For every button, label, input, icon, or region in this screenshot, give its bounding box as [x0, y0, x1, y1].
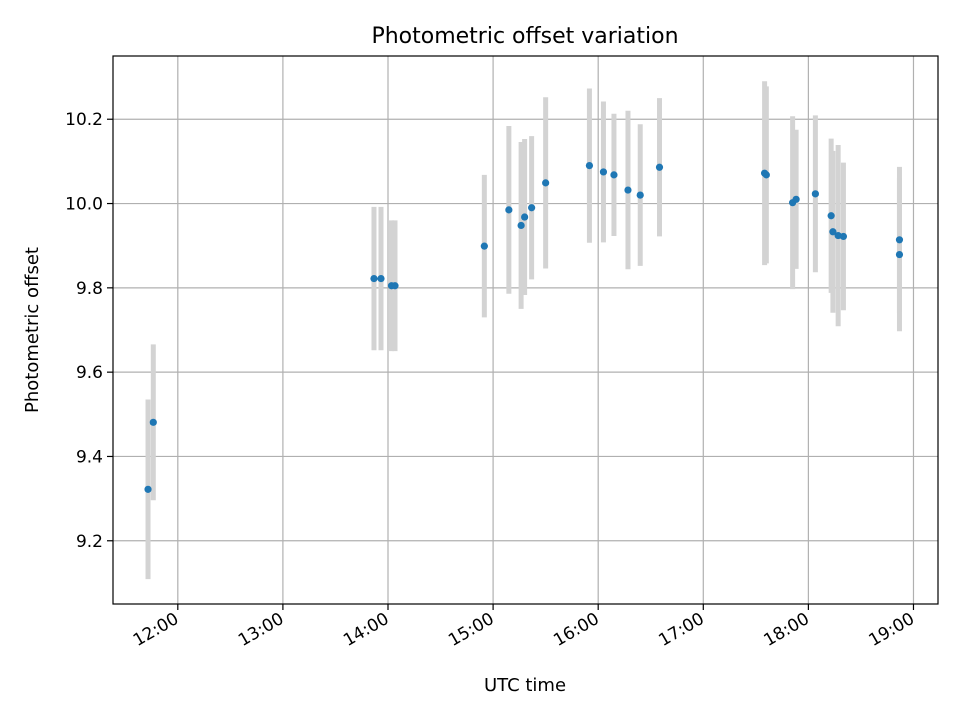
data-point	[144, 485, 152, 493]
x-tick-label: 15:00	[445, 609, 497, 651]
y-tick-label: 9.4	[76, 447, 103, 467]
data-point	[827, 212, 835, 220]
data-point	[811, 190, 819, 198]
data-point	[792, 195, 800, 203]
x-tick-label: 16:00	[550, 609, 602, 651]
data-point	[517, 221, 525, 230]
data-point	[377, 274, 385, 283]
data-point	[895, 236, 904, 244]
data-point	[542, 179, 550, 187]
data-point	[585, 162, 594, 170]
x-tick-label: 18:00	[760, 609, 812, 651]
x-tick-label: 14:00	[340, 609, 392, 651]
y-tick-label: 9.6	[76, 363, 103, 383]
data-point	[480, 242, 488, 250]
chart-title: Photometric offset variation	[371, 24, 678, 49]
plot-frame	[112, 55, 939, 605]
data-point	[370, 274, 378, 283]
x-axis-label: UTC time	[484, 675, 566, 696]
y-tick-label: 10.2	[65, 110, 103, 130]
error-bars	[145, 81, 902, 580]
data-point	[839, 232, 848, 241]
x-tick-label: 17:00	[655, 609, 707, 651]
y-axis: 9.2 9.4 9.6 9.8 10.0 10.2	[65, 110, 113, 552]
data-point	[610, 171, 618, 179]
data-point	[149, 418, 157, 426]
data-point	[528, 204, 536, 212]
data-point	[636, 191, 644, 199]
y-tick-label: 9.8	[76, 279, 103, 299]
x-tick-label: 19:00	[866, 609, 918, 651]
data-point	[505, 206, 513, 214]
y-axis-label: Photometric offset	[22, 247, 43, 413]
x-tick-label: 13:00	[235, 609, 287, 651]
data-point	[762, 171, 770, 179]
data-point	[624, 186, 632, 194]
data-point	[521, 213, 529, 221]
data-point	[599, 168, 608, 176]
y-tick-label: 10.0	[65, 195, 103, 215]
data-points	[144, 162, 904, 493]
y-tick-label: 9.2	[76, 532, 103, 552]
data-point	[895, 250, 904, 259]
data-point	[655, 163, 664, 171]
data-point	[391, 282, 399, 290]
data-point	[829, 228, 837, 236]
x-axis: 12:00 13:00 14:00 15:00 16:00 17:00 18:00 19:00	[130, 604, 918, 651]
x-tick-label: 12:00	[130, 609, 182, 651]
